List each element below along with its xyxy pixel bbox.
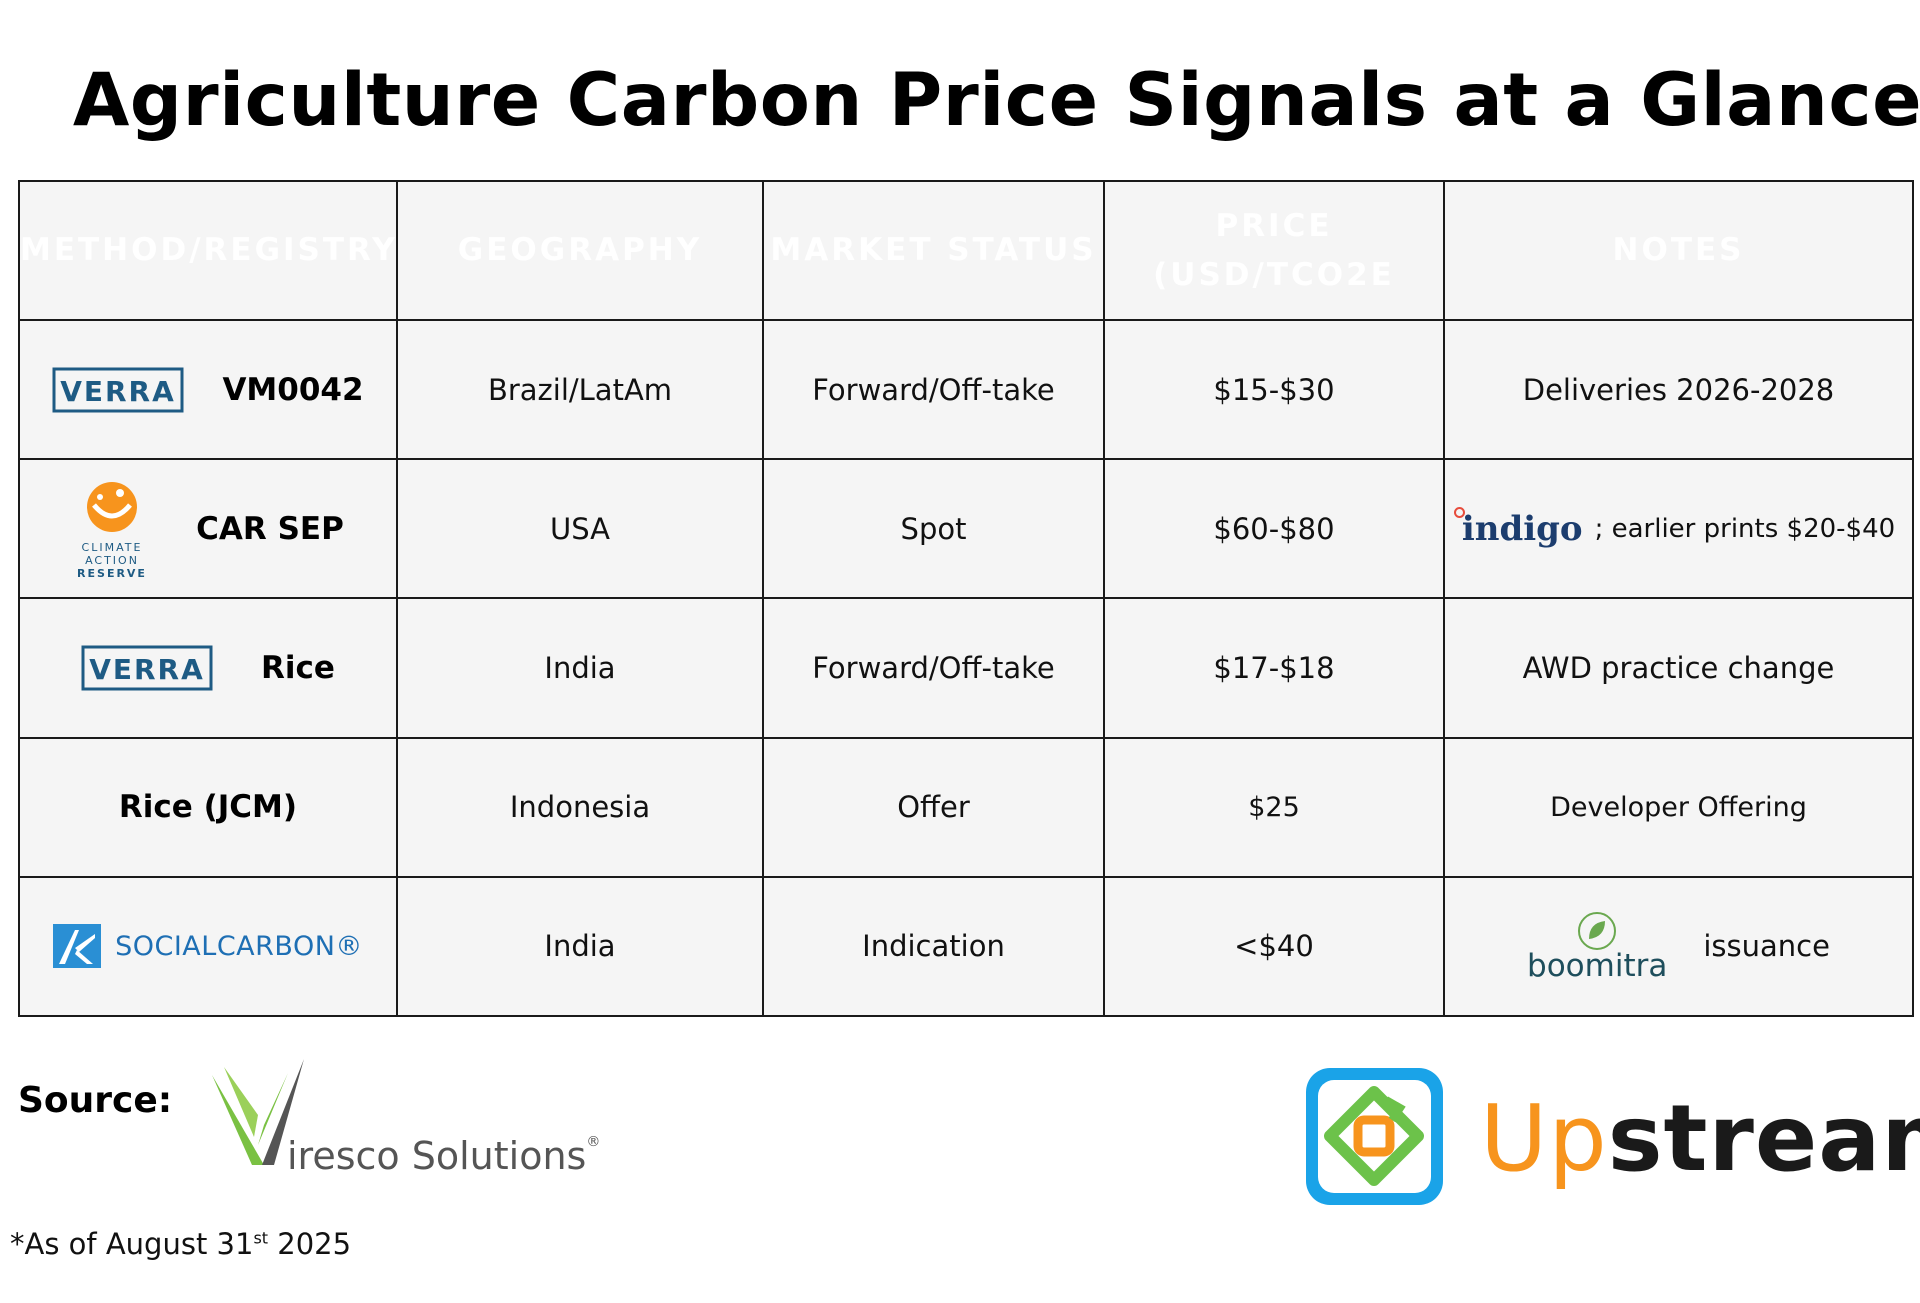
- method-cell: Rice (JCM): [18, 736, 398, 878]
- table-row: VERRA Rice India Forward/Off-take $17-$1…: [18, 597, 1914, 739]
- table-header-row: METHOD/REGISTRY GEOGRAPHY MARKET STATUS …: [18, 179, 1914, 322]
- method-cell: VERRA Rice: [18, 597, 398, 739]
- method-label: VM0042: [222, 371, 364, 408]
- upstream-wordmark: Upstream: [1480, 1085, 1920, 1192]
- source-label: Source:: [18, 1080, 173, 1121]
- svg-text:ACTION: ACTION: [85, 554, 139, 567]
- header-price: PRICE (USD/TCO2E: [1103, 179, 1445, 322]
- header-method: METHOD/REGISTRY: [18, 179, 398, 322]
- notes-cell: Deliveries 2026-2028: [1443, 319, 1914, 461]
- as-of-note: *As of August 31st 2025: [10, 1227, 352, 1261]
- geography-cell: Indonesia: [396, 736, 764, 878]
- price-table: METHOD/REGISTRY GEOGRAPHY MARKET STATUS …: [18, 179, 1914, 1018]
- status-cell: Forward/Off-take: [762, 597, 1105, 739]
- price-cell: $25: [1103, 736, 1445, 878]
- method-label: CAR SEP: [196, 510, 344, 547]
- price-cell: <$40: [1103, 875, 1445, 1018]
- page-title: Agriculture Carbon Price Signals at a Gl…: [72, 58, 1920, 143]
- table-row: CLIMATE ACTION RESERVE CAR SEP USA Spot …: [18, 458, 1914, 600]
- notes-text: ; earlier prints $20-$40: [1594, 513, 1896, 544]
- climate-action-reserve-logo: CLIMATE ACTION RESERVE: [77, 481, 147, 579]
- header-market-status: MARKET STATUS: [762, 179, 1105, 322]
- method-cell: SOCIALCARBON®: [18, 875, 398, 1018]
- svg-text:VERRA: VERRA: [89, 653, 205, 686]
- notes-cell: AWD practice change: [1443, 597, 1914, 739]
- price-cell: $15-$30: [1103, 319, 1445, 461]
- header-notes: NOTES: [1443, 179, 1914, 322]
- status-cell: Forward/Off-take: [762, 319, 1105, 461]
- status-cell: Indication: [762, 875, 1105, 1018]
- table-row: VERRA VM0042 Brazil/LatAm Forward/Off-ta…: [18, 319, 1914, 461]
- method-label: Rice (JCM): [118, 789, 298, 826]
- status-cell: Offer: [762, 736, 1105, 878]
- geography-cell: Brazil/LatAm: [396, 319, 764, 461]
- socialcarbon-logo: SOCIALCARBON®: [53, 924, 363, 969]
- svg-text:RESERVE: RESERVE: [77, 567, 147, 579]
- price-cell: $60-$80: [1103, 458, 1445, 600]
- method-cell: VERRA VM0042: [18, 319, 398, 461]
- header-price-line2: (USD/TCO2E: [1153, 256, 1395, 293]
- notes-cell: Developer Offering: [1443, 736, 1914, 878]
- boomitra-logo: boomitra: [1527, 911, 1667, 982]
- status-cell: Spot: [762, 458, 1105, 600]
- svg-text:CLIMATE: CLIMATE: [82, 541, 143, 554]
- indigo-logo: indigo: [1453, 506, 1583, 549]
- geography-cell: India: [396, 597, 764, 739]
- table-row: SOCIALCARBON® India Indication <$40 boom…: [18, 875, 1914, 1018]
- viresco-logo-mark: [212, 1059, 304, 1165]
- table-row: Rice (JCM) Indonesia Offer $25 Developer…: [18, 736, 1914, 878]
- svg-text:VERRA: VERRA: [61, 375, 177, 408]
- leaf-icon: [1578, 912, 1617, 951]
- socialcarbon-icon: [53, 924, 102, 969]
- viresco-wordmark: iresco Solutions®: [287, 1134, 601, 1178]
- geography-cell: India: [396, 875, 764, 1018]
- notes-cell: boomitra issuance: [1443, 875, 1914, 1018]
- notes-cell: indigo ; earlier prints $20-$40: [1443, 458, 1914, 600]
- header-geography: GEOGRAPHY: [396, 179, 764, 322]
- geography-cell: USA: [396, 458, 764, 600]
- method-label: Rice: [261, 650, 335, 687]
- verra-logo: VERRA: [81, 645, 213, 691]
- upstream-logo-icon: [1306, 1068, 1443, 1205]
- price-cell: $17-$18: [1103, 597, 1445, 739]
- header-price-line1: PRICE: [1215, 207, 1333, 244]
- method-cell: CLIMATE ACTION RESERVE CAR SEP: [18, 458, 398, 600]
- verra-logo: VERRA: [52, 367, 184, 413]
- notes-text: issuance: [1703, 929, 1830, 964]
